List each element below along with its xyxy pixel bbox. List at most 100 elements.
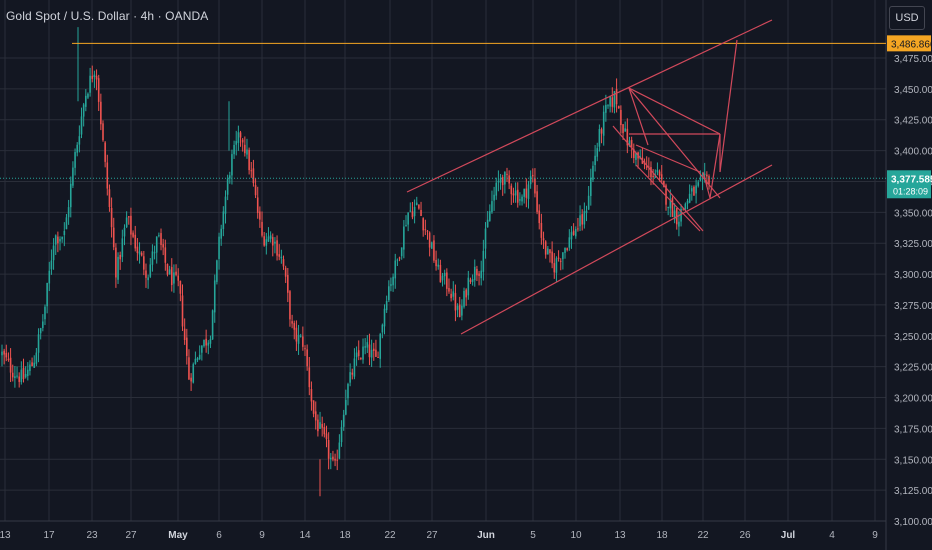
candle-body xyxy=(426,230,429,232)
candle-body xyxy=(89,75,91,93)
candle-body xyxy=(302,336,304,347)
time-tick-label: 17 xyxy=(43,530,55,541)
candle-body xyxy=(168,269,171,275)
time-tick-label: 4 xyxy=(829,530,835,541)
candle-body xyxy=(413,206,416,217)
candle-body xyxy=(663,180,665,187)
chart-title: Gold Spot / U.S. Dollar · 4h · OANDA xyxy=(6,9,209,23)
candle-body xyxy=(201,345,203,353)
candle-body xyxy=(688,193,691,203)
candle-body xyxy=(108,189,111,207)
candle-body xyxy=(435,259,437,267)
price-tick-label: 3,450.000 xyxy=(894,85,932,96)
candle-body xyxy=(585,210,588,214)
candle-body xyxy=(562,252,564,260)
candle-body xyxy=(422,218,424,231)
candle-body xyxy=(276,240,278,256)
candle-body xyxy=(458,304,461,318)
candle-body xyxy=(388,286,390,301)
candle-body xyxy=(78,136,81,145)
price-tick-label: 3,250.000 xyxy=(894,332,932,343)
candle-body xyxy=(91,75,94,79)
candle-body xyxy=(46,282,48,307)
candle-body xyxy=(308,367,311,388)
candle-body xyxy=(50,260,53,270)
candle-body xyxy=(428,232,431,248)
candle-body xyxy=(512,193,515,196)
candle-body xyxy=(370,349,373,358)
candle-body xyxy=(686,200,689,204)
candle-body xyxy=(538,210,541,224)
candle-body xyxy=(531,174,534,177)
candle-body xyxy=(222,211,225,229)
candle-body xyxy=(175,271,177,275)
candle-body xyxy=(514,190,517,196)
candle-body xyxy=(140,252,143,256)
candle-body xyxy=(398,257,401,259)
candle-body xyxy=(39,328,42,334)
candle-body xyxy=(332,456,334,460)
candle-body xyxy=(437,264,440,267)
candle-body xyxy=(158,235,160,237)
candle-body xyxy=(396,259,399,261)
time-tick-label: 9 xyxy=(259,530,265,541)
candle-body xyxy=(306,349,308,367)
candle-body xyxy=(572,230,575,235)
candle-body xyxy=(125,217,128,228)
candle-body xyxy=(568,237,571,248)
candle-body xyxy=(143,256,145,270)
candle-body xyxy=(682,208,685,210)
candle-body xyxy=(3,350,5,355)
candle-body xyxy=(220,228,222,239)
time-tick-label: 5 xyxy=(530,530,536,541)
candle-body xyxy=(609,96,611,107)
candle-body xyxy=(478,273,480,276)
candle-body xyxy=(461,305,463,316)
time-tick-label: 13 xyxy=(0,530,11,541)
candle-body xyxy=(267,236,270,242)
candle-body xyxy=(153,252,156,254)
candle-body xyxy=(592,165,594,180)
candle-body xyxy=(540,222,543,238)
candle-body xyxy=(364,346,366,348)
candle-body xyxy=(20,369,23,383)
candle-body xyxy=(97,78,100,102)
time-tick-label: 14 xyxy=(299,530,311,541)
candle-body xyxy=(390,284,392,286)
candle-body xyxy=(147,277,149,281)
currency-button[interactable]: USD xyxy=(889,6,925,30)
time-tick-label: 18 xyxy=(656,530,668,541)
candle-body xyxy=(534,178,536,194)
current-price-badge xyxy=(887,170,931,199)
candle-body xyxy=(63,230,66,236)
candle-body xyxy=(235,141,238,145)
candle-body xyxy=(424,229,427,231)
candle-body xyxy=(336,459,339,461)
candle-body xyxy=(536,191,538,212)
candle-body xyxy=(375,349,377,357)
candle-body xyxy=(22,367,25,380)
candle-body xyxy=(495,182,498,196)
candle-body xyxy=(106,162,109,189)
price-tick-label: 3,275.000 xyxy=(894,301,932,312)
candle-body xyxy=(489,211,491,221)
candle-body xyxy=(5,352,8,358)
candle-body xyxy=(1,351,3,356)
candle-body xyxy=(480,270,483,279)
candle-body xyxy=(304,348,306,350)
candle-body xyxy=(179,280,182,294)
candle-body xyxy=(115,247,117,278)
candle-body xyxy=(617,106,620,109)
candle-body xyxy=(233,145,235,155)
candle-body xyxy=(360,358,362,360)
candle-body xyxy=(368,344,371,358)
candle-body xyxy=(400,247,403,257)
candle-body xyxy=(403,226,405,250)
candle-body xyxy=(263,236,265,246)
candle-body xyxy=(269,235,272,239)
candle-body xyxy=(598,128,601,147)
candle-body xyxy=(628,140,631,147)
candle-body xyxy=(697,182,700,186)
candle-body xyxy=(67,207,70,218)
